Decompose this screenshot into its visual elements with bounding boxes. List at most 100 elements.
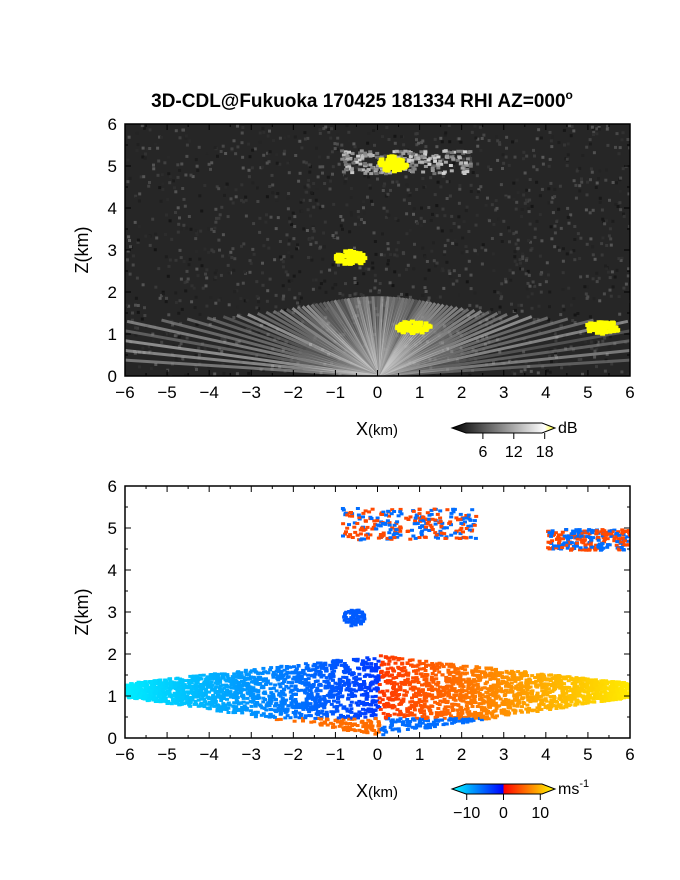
noise-pixel xyxy=(185,269,189,273)
velocity-pixel xyxy=(169,702,174,706)
noise-pixel xyxy=(394,217,398,220)
noise-pixel xyxy=(136,143,140,147)
noise-pixel xyxy=(205,276,209,280)
velocity-pixel xyxy=(485,691,490,695)
noise-pixel xyxy=(256,200,260,203)
noise-pixel xyxy=(336,236,340,240)
noise-pixel xyxy=(387,267,391,271)
noise-pixel xyxy=(323,279,327,283)
velocity-pixel xyxy=(290,688,295,692)
strong-echo-pixel xyxy=(387,161,393,166)
noise-pixel xyxy=(210,161,214,165)
noise-pixel xyxy=(627,224,630,228)
noise-pixel xyxy=(312,229,316,233)
velocity-pixel xyxy=(417,667,422,671)
velocity-pixel xyxy=(488,684,493,688)
noise-pixel xyxy=(373,286,377,290)
velocity-pixel xyxy=(257,703,262,707)
noise-pixel xyxy=(207,162,211,166)
velocity-pixel xyxy=(278,717,283,721)
x-tick-label: 4 xyxy=(541,383,550,402)
velocity-pixel xyxy=(427,707,432,711)
noise-pixel xyxy=(127,235,131,239)
cloud-pixel xyxy=(459,149,464,153)
noise-pixel xyxy=(160,135,164,139)
velocity-pixel xyxy=(311,708,316,711)
noise-pixel xyxy=(414,132,418,136)
velocity-pixel xyxy=(481,701,486,705)
noise-pixel xyxy=(554,339,558,343)
noise-pixel xyxy=(286,207,290,211)
noise-pixel xyxy=(598,196,602,200)
noise-pixel xyxy=(321,204,325,208)
strong-echo-pixel xyxy=(423,321,429,326)
noise-pixel xyxy=(288,220,292,224)
cloud-pixel xyxy=(375,155,379,159)
noise-pixel xyxy=(205,304,209,308)
noise-pixel xyxy=(453,238,457,242)
noise-pixel xyxy=(441,158,445,162)
noise-pixel xyxy=(487,165,491,169)
velocity-pixel xyxy=(493,716,498,720)
velocity-pixel xyxy=(314,701,319,705)
noise-pixel xyxy=(347,130,351,134)
cloud-pixel xyxy=(436,166,441,170)
velocity-pixel xyxy=(265,679,270,683)
noise-pixel xyxy=(586,285,590,289)
cloud-pixel xyxy=(350,152,355,156)
noise-pixel xyxy=(174,190,178,194)
noise-pixel xyxy=(363,174,367,178)
velocity-pixel xyxy=(245,696,250,700)
noise-pixel xyxy=(318,131,322,135)
noise-pixel xyxy=(361,294,365,298)
noise-pixel xyxy=(296,301,299,305)
noise-pixel xyxy=(147,345,151,349)
velocity-pixel xyxy=(242,677,247,680)
velocity-pixel xyxy=(502,712,507,716)
velocity-pixel xyxy=(494,667,498,671)
velocity-pixel xyxy=(216,673,221,677)
noise-pixel xyxy=(617,152,621,156)
velocity-pixel xyxy=(339,686,344,690)
velocity-pixel xyxy=(264,708,269,712)
noise-pixel xyxy=(328,187,332,191)
velocity-pixel xyxy=(381,711,386,715)
noise-pixel xyxy=(318,165,322,169)
velocity-pixel xyxy=(502,689,507,693)
velocity-pixel xyxy=(289,684,294,688)
velocity-pixel xyxy=(310,695,315,699)
noise-pixel xyxy=(580,180,584,184)
noise-pixel xyxy=(452,222,456,225)
noise-pixel xyxy=(205,151,209,155)
noise-pixel xyxy=(605,127,609,131)
velocity-pixel xyxy=(296,678,301,682)
noise-pixel xyxy=(255,294,259,298)
velocity-pixel xyxy=(291,692,296,696)
noise-pixel xyxy=(134,333,138,337)
velocity-pixel xyxy=(189,684,194,688)
velocity-pixel xyxy=(352,683,357,687)
velocity-pixel xyxy=(487,689,492,693)
velocity-pixel xyxy=(368,683,373,687)
velocity-pixel xyxy=(288,697,293,701)
cloud-pixel xyxy=(354,160,359,164)
velocity-pixel xyxy=(438,691,443,695)
velocity-pixel xyxy=(308,714,313,718)
velocity-pixel xyxy=(195,674,200,678)
noise-pixel xyxy=(590,125,594,129)
cloud-pixel xyxy=(424,160,428,164)
velocity-pixel xyxy=(135,682,140,685)
noise-pixel xyxy=(236,282,240,286)
strong-echo-pixel xyxy=(402,164,408,169)
noise-pixel xyxy=(432,259,436,263)
velocity-pixel xyxy=(438,711,443,715)
noise-pixel xyxy=(601,339,605,343)
velocity-pixel xyxy=(322,705,327,709)
y-tick-label: 3 xyxy=(108,241,117,260)
velocity-pixel xyxy=(333,718,338,722)
noise-pixel xyxy=(529,369,533,373)
velocity-pixel xyxy=(338,688,343,692)
velocity-pixel xyxy=(363,723,367,727)
velocity-pixel xyxy=(130,686,135,690)
cloud-pixel xyxy=(345,156,350,160)
